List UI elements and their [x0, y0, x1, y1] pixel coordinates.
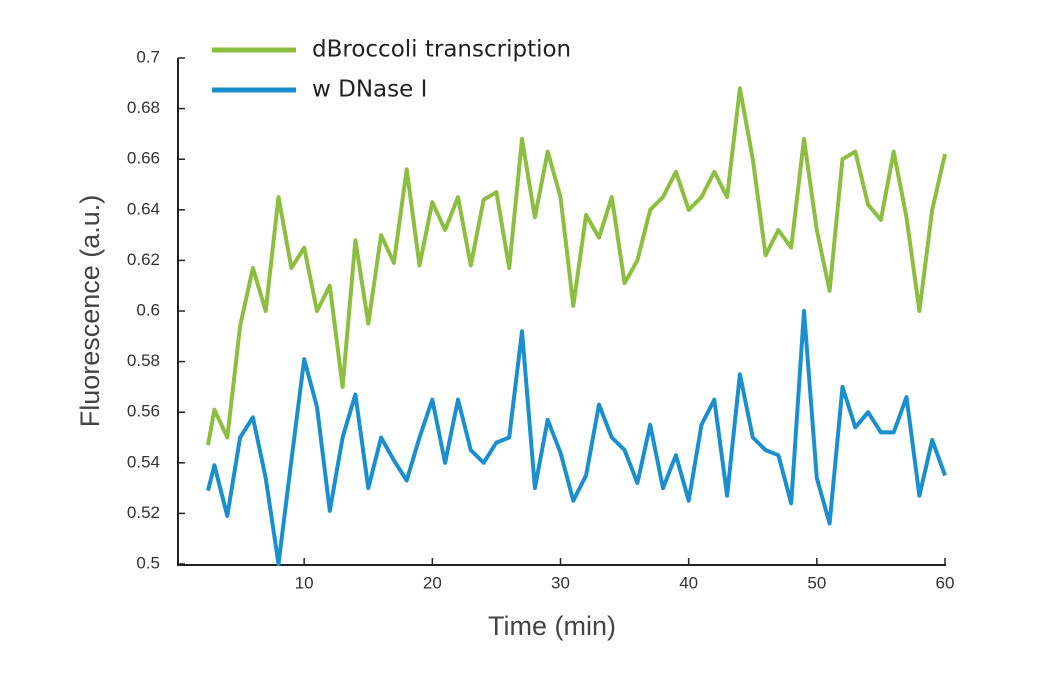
x-axis-label: Time (min) — [488, 611, 616, 641]
y-tick-label: 0.6 — [136, 300, 160, 319]
y-tick-label: 0.68 — [127, 98, 160, 117]
y-axis-label: Fluorescence (a.u.) — [75, 195, 105, 428]
series-line — [206, 309, 947, 566]
x-tick-label: 30 — [551, 573, 570, 592]
x-tick-label: 60 — [936, 573, 955, 592]
y-tick-label: 0.64 — [127, 199, 160, 218]
y-tick-label: 0.58 — [127, 351, 160, 370]
y-tick-label: 0.56 — [127, 402, 160, 421]
y-tick-label: 0.66 — [127, 149, 160, 168]
y-tick-label: 0.5 — [136, 553, 160, 572]
y-tick-label: 0.7 — [136, 47, 160, 66]
x-tick-label: 20 — [423, 573, 442, 592]
y-tick-label: 0.62 — [127, 250, 160, 269]
x-tick-label: 40 — [679, 573, 698, 592]
x-tick-label: 50 — [807, 573, 826, 592]
y-tick-label: 0.54 — [127, 452, 160, 471]
y-tick-label: 0.52 — [127, 503, 160, 522]
x-tick-label: 10 — [295, 573, 314, 592]
legend-label: dBroccoli transcription — [312, 37, 571, 63]
legend-label: w DNase I — [312, 77, 427, 103]
series-line — [206, 86, 947, 446]
